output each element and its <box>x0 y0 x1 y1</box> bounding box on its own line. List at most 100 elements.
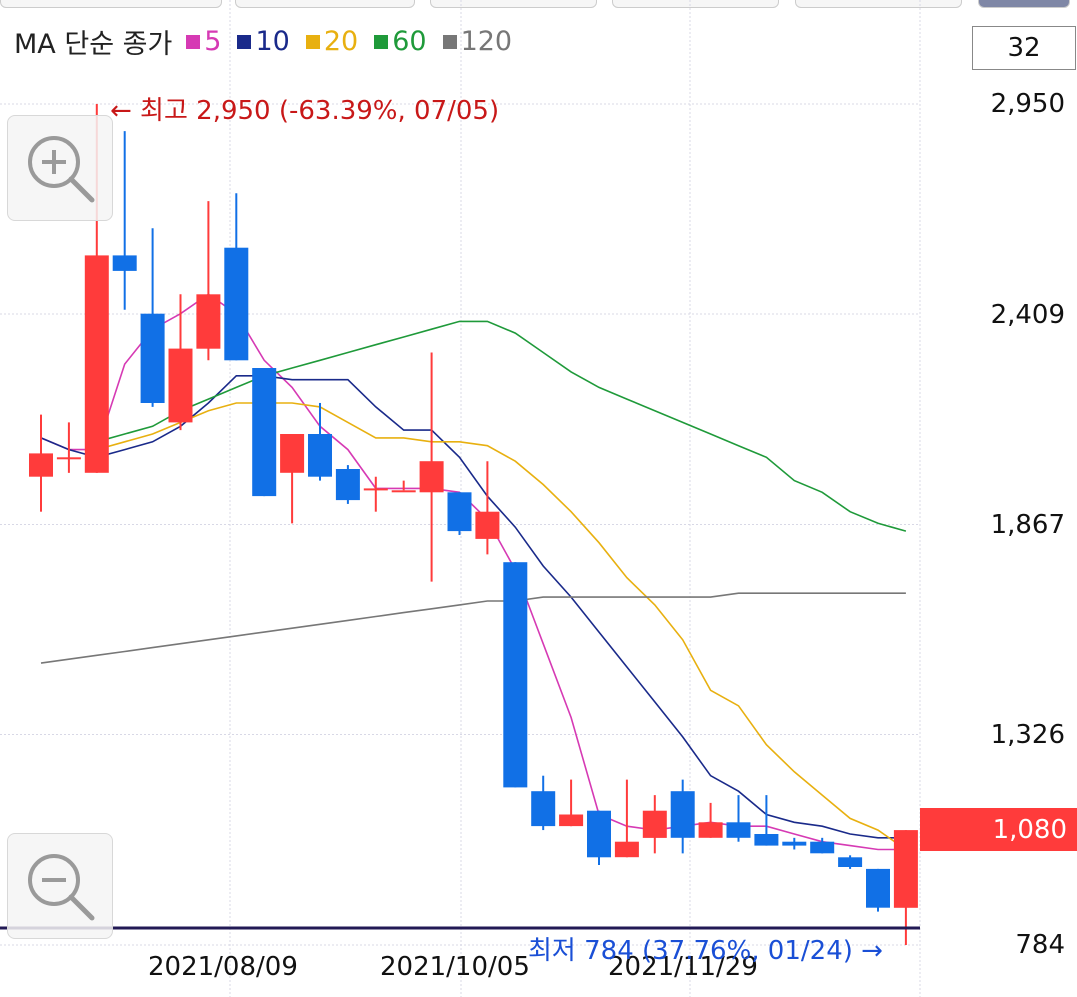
legend-label-ma120: 120 <box>460 26 513 57</box>
ma-line-60 <box>96 320 907 532</box>
candle[interactable] <box>56 422 81 473</box>
y-tick-label: 1,867 <box>990 510 1065 540</box>
legend-label-ma5: 5 <box>204 26 222 57</box>
candle[interactable] <box>670 779 695 854</box>
candle-body <box>224 247 249 361</box>
candle[interactable] <box>782 837 807 850</box>
top-tab-6[interactable] <box>978 0 1070 8</box>
candle[interactable] <box>447 492 472 535</box>
high-price-annotation: ← 최고 2,950 (-63.39%, 07/05) <box>110 96 500 126</box>
candle-body <box>726 822 751 838</box>
zoom-out-icon <box>28 854 95 921</box>
candle[interactable] <box>893 830 918 945</box>
candle[interactable] <box>614 779 639 858</box>
legend-swatch-ma20 <box>305 34 320 49</box>
y-tick-label: 2,409 <box>990 300 1065 330</box>
candle-body <box>893 830 918 908</box>
legend-label-ma10: 10 <box>255 26 290 57</box>
candle-body <box>698 822 723 838</box>
candle-body <box>335 469 360 501</box>
candle[interactable] <box>252 368 277 497</box>
zoom-out-button[interactable] <box>7 833 113 939</box>
candle[interactable] <box>559 779 584 827</box>
candle[interactable] <box>112 131 137 310</box>
candle[interactable] <box>196 201 221 361</box>
legend-swatch-ma120 <box>442 34 457 49</box>
candle-body <box>587 810 611 858</box>
candle-body <box>196 294 221 349</box>
candle-body <box>112 255 137 271</box>
candle[interactable] <box>280 434 305 524</box>
zoom-in-button[interactable] <box>7 115 113 221</box>
candle-body <box>559 814 584 827</box>
candle[interactable] <box>810 837 835 854</box>
candle[interactable] <box>168 294 193 431</box>
candle[interactable] <box>84 104 109 473</box>
candle[interactable] <box>866 868 890 912</box>
candle-body <box>308 434 332 477</box>
zoom-in-icon <box>28 136 95 203</box>
top-tab-3[interactable] <box>430 0 597 8</box>
ma-line-20 <box>96 402 907 851</box>
candle[interactable] <box>308 402 332 481</box>
candle-body <box>168 348 193 423</box>
candle-body <box>280 434 305 473</box>
candle-body <box>84 255 109 473</box>
candle[interactable] <box>363 476 388 512</box>
candle-body <box>503 562 528 788</box>
ma-line-5 <box>40 293 906 851</box>
candle-body <box>670 791 695 838</box>
x-tick-label: 2021/11/29 <box>608 952 758 982</box>
candle[interactable] <box>140 228 165 407</box>
candle[interactable] <box>698 802 723 838</box>
low-price-annotation: 최저 784 (37.76%, 01/24) → <box>528 936 883 966</box>
period-count-box[interactable]: 32 <box>972 26 1076 70</box>
candle[interactable] <box>754 795 779 846</box>
candle[interactable] <box>29 414 53 512</box>
candle[interactable] <box>391 480 416 493</box>
ma-line-10 <box>40 375 906 839</box>
candle-body <box>866 868 890 908</box>
legend-swatch-ma5 <box>186 34 201 49</box>
ma-line-120 <box>40 592 906 664</box>
candle[interactable] <box>335 465 360 504</box>
candle[interactable] <box>475 461 500 555</box>
legend-swatch-ma60 <box>374 34 389 49</box>
candle[interactable] <box>838 855 863 869</box>
legend-label-ma20: 20 <box>323 26 359 57</box>
candle[interactable] <box>642 795 667 854</box>
candle[interactable] <box>419 352 444 582</box>
candle-body <box>363 488 388 491</box>
candle-body <box>419 461 444 493</box>
candle-body <box>29 453 53 477</box>
x-tick-label: 2021/08/09 <box>148 952 298 982</box>
candle-body <box>447 492 472 532</box>
candle[interactable] <box>531 775 556 831</box>
legend-swatch-ma10 <box>237 34 252 49</box>
candle[interactable] <box>726 795 751 842</box>
candle-body <box>614 841 639 858</box>
candle[interactable] <box>224 193 249 361</box>
candle-body <box>838 857 863 867</box>
candle-body <box>810 841 835 854</box>
current-price-tag: 1,080 <box>920 808 1077 851</box>
candle-body <box>391 490 416 493</box>
candle-body <box>475 511 500 539</box>
candle[interactable] <box>587 810 611 866</box>
top-tab-1[interactable] <box>0 0 222 8</box>
y-tick-label: 2,950 <box>990 89 1065 119</box>
ma-legend: MA 단순 종가 5 10 20 60 120 <box>14 22 514 61</box>
top-tab-4[interactable] <box>612 0 779 8</box>
candle-body <box>140 313 165 403</box>
legend-title: MA 단순 종가 <box>14 29 173 60</box>
candle-body <box>754 834 779 846</box>
top-tab-2[interactable] <box>235 0 415 8</box>
candle[interactable] <box>503 562 528 788</box>
top-tab-5[interactable] <box>795 0 962 8</box>
x-tick-label: 2021/10/05 <box>380 952 530 982</box>
candle-body <box>782 841 807 846</box>
candle-body <box>531 791 556 827</box>
candle-body <box>56 457 81 460</box>
candle-body <box>252 368 277 497</box>
